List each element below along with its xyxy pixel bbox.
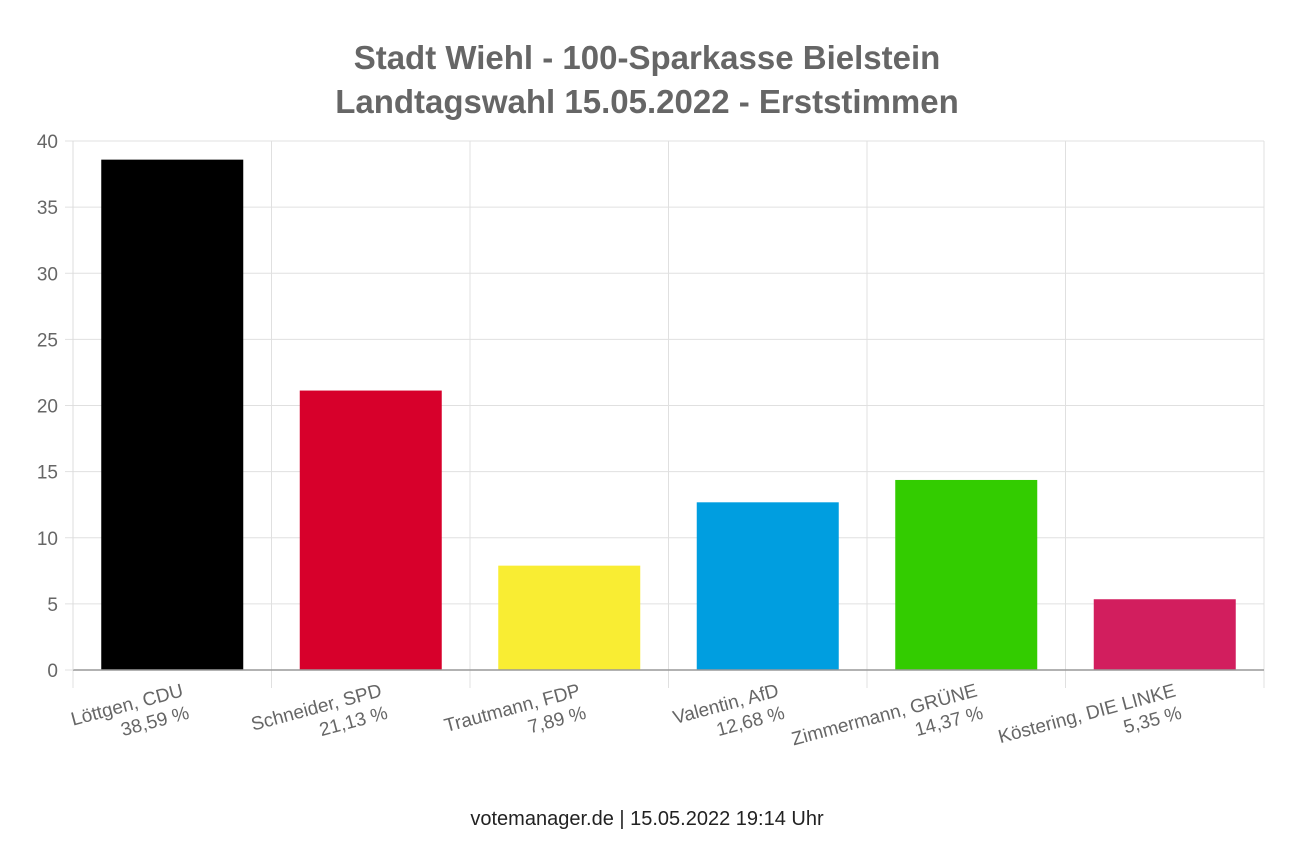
y-tick-label: 25	[37, 330, 58, 351]
y-tick-label: 5	[47, 595, 58, 616]
axes	[72, 141, 1264, 671]
y-tick-label: 0	[47, 661, 58, 682]
y-tick-label: 30	[37, 264, 58, 285]
grid	[65, 140, 1265, 688]
footer-source: votemanager.de | 15.05.2022 19:14 Uhr	[470, 808, 824, 830]
chart-title-line-2: Landtagswahl 15.05.2022 - Erststimmen	[335, 83, 959, 120]
y-tick-label: 10	[37, 529, 58, 550]
bar	[1093, 599, 1236, 670]
y-tick-label: 20	[37, 397, 58, 418]
y-tick-label: 15	[37, 463, 58, 484]
bar	[895, 479, 1038, 670]
y-tick-label: 35	[37, 198, 58, 219]
bar	[498, 565, 641, 670]
bar	[696, 502, 839, 670]
bars	[101, 159, 1236, 670]
bar	[101, 159, 244, 670]
y-tick-label: 40	[37, 132, 58, 153]
chart-title-line-1: Stadt Wiehl - 100-Sparkasse Bielstein	[353, 39, 941, 76]
bar	[299, 390, 442, 670]
